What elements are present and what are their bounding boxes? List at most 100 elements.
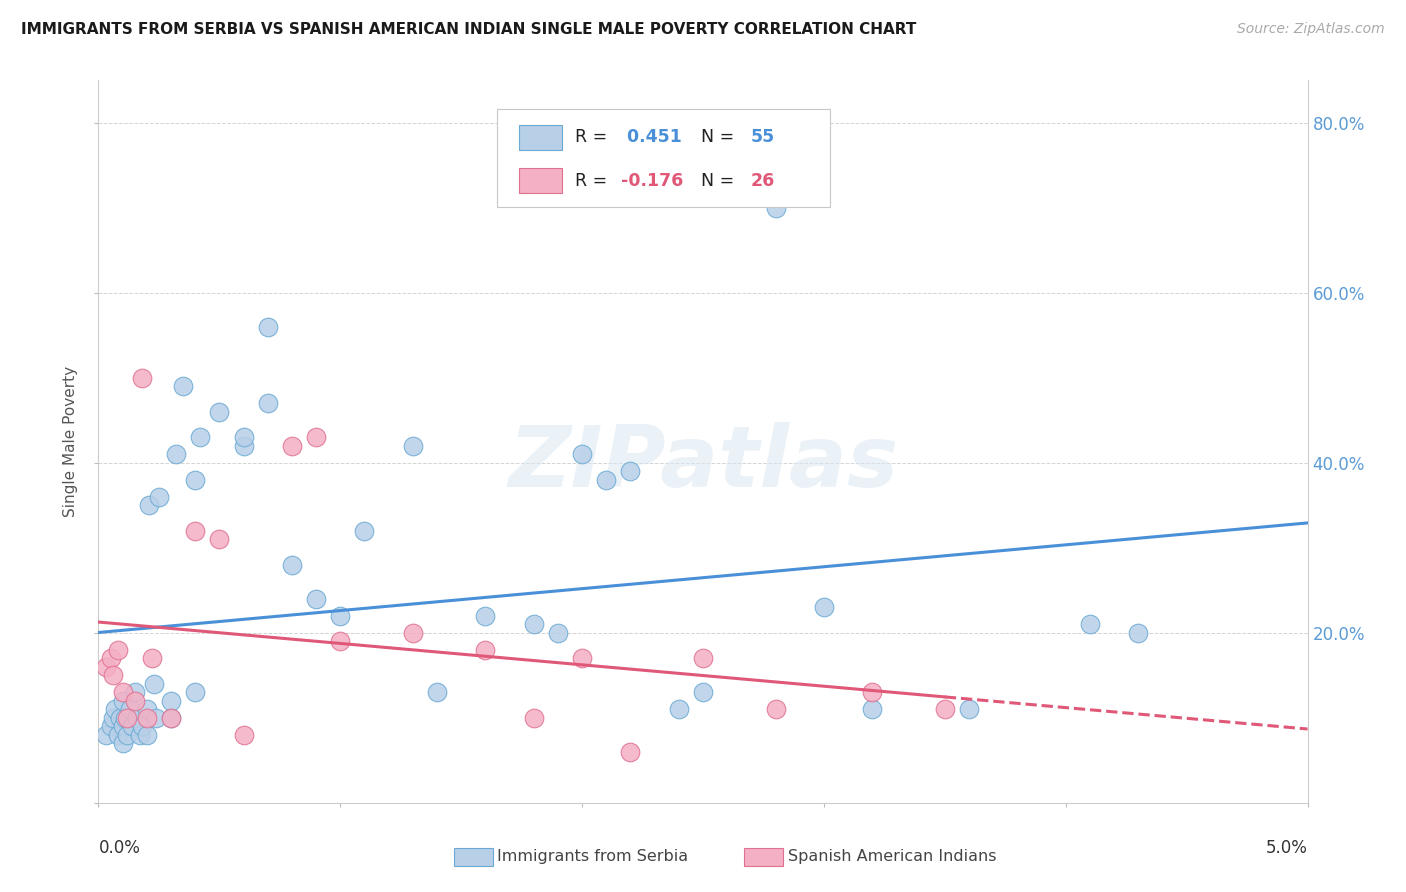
- Point: [1128, 625, 1150, 640]
- Text: 0.0%: 0.0%: [98, 838, 141, 857]
- Point: [474, 608, 496, 623]
- Point: [281, 439, 304, 453]
- Point: [107, 642, 129, 657]
- Point: [138, 498, 160, 512]
- Point: [107, 728, 129, 742]
- Y-axis label: Single Male Poverty: Single Male Poverty: [63, 366, 79, 517]
- Point: [184, 524, 207, 538]
- Point: [256, 396, 278, 410]
- Point: [135, 702, 157, 716]
- Point: [188, 430, 211, 444]
- Point: [474, 642, 496, 657]
- Point: [100, 719, 122, 733]
- Point: [860, 702, 883, 716]
- Point: [118, 702, 141, 716]
- Point: [813, 600, 835, 615]
- Text: ZIPatlas: ZIPatlas: [508, 422, 898, 505]
- Point: [402, 439, 425, 453]
- Point: [232, 728, 254, 742]
- FancyBboxPatch shape: [519, 168, 561, 194]
- Point: [111, 719, 134, 733]
- Point: [232, 439, 254, 453]
- Text: Spanish American Indians: Spanish American Indians: [787, 849, 995, 864]
- Point: [329, 608, 352, 623]
- Point: [934, 702, 956, 716]
- Point: [1078, 617, 1101, 632]
- Point: [595, 473, 617, 487]
- Point: [141, 651, 163, 665]
- Text: IMMIGRANTS FROM SERBIA VS SPANISH AMERICAN INDIAN SINGLE MALE POVERTY CORRELATIO: IMMIGRANTS FROM SERBIA VS SPANISH AMERIC…: [21, 22, 917, 37]
- Point: [426, 685, 449, 699]
- Point: [208, 533, 231, 547]
- Point: [94, 728, 117, 742]
- Point: [329, 634, 352, 648]
- Point: [165, 447, 187, 461]
- FancyBboxPatch shape: [519, 125, 561, 150]
- Point: [124, 694, 146, 708]
- Point: [135, 728, 157, 742]
- Point: [692, 685, 714, 699]
- FancyBboxPatch shape: [744, 848, 783, 865]
- Point: [104, 702, 127, 716]
- Point: [232, 430, 254, 444]
- Point: [571, 651, 593, 665]
- Point: [184, 473, 207, 487]
- Text: Source: ZipAtlas.com: Source: ZipAtlas.com: [1237, 22, 1385, 37]
- Point: [111, 685, 134, 699]
- Text: R =: R =: [575, 128, 613, 146]
- Point: [111, 694, 134, 708]
- Point: [114, 711, 136, 725]
- Point: [121, 719, 143, 733]
- Point: [94, 660, 117, 674]
- Point: [101, 711, 124, 725]
- Point: [143, 677, 166, 691]
- Text: R =: R =: [575, 171, 613, 189]
- Point: [765, 201, 787, 215]
- Point: [160, 711, 183, 725]
- Point: [860, 685, 883, 699]
- Text: 0.451: 0.451: [621, 128, 682, 146]
- Point: [172, 379, 194, 393]
- Point: [571, 447, 593, 461]
- Text: 26: 26: [751, 171, 775, 189]
- Point: [208, 405, 231, 419]
- Point: [547, 625, 569, 640]
- Text: 55: 55: [751, 128, 775, 146]
- Point: [305, 430, 328, 444]
- Point: [692, 651, 714, 665]
- Point: [668, 702, 690, 716]
- Point: [131, 719, 153, 733]
- Point: [111, 736, 134, 750]
- Point: [256, 319, 278, 334]
- FancyBboxPatch shape: [454, 848, 492, 865]
- Point: [117, 728, 139, 742]
- Point: [128, 728, 150, 742]
- Point: [127, 711, 149, 725]
- Point: [523, 617, 546, 632]
- Point: [184, 685, 207, 699]
- Point: [117, 711, 139, 725]
- Point: [148, 490, 170, 504]
- Point: [353, 524, 375, 538]
- Point: [160, 711, 183, 725]
- Point: [619, 745, 641, 759]
- Point: [145, 711, 167, 725]
- Text: 5.0%: 5.0%: [1265, 838, 1308, 857]
- Point: [100, 651, 122, 665]
- Point: [135, 711, 157, 725]
- FancyBboxPatch shape: [498, 109, 830, 207]
- Point: [124, 685, 146, 699]
- Point: [957, 702, 980, 716]
- Point: [402, 625, 425, 640]
- Point: [108, 711, 131, 725]
- Point: [619, 464, 641, 478]
- Text: -0.176: -0.176: [621, 171, 683, 189]
- Point: [281, 558, 304, 572]
- Point: [523, 711, 546, 725]
- Point: [131, 371, 153, 385]
- Text: Immigrants from Serbia: Immigrants from Serbia: [498, 849, 689, 864]
- Point: [101, 668, 124, 682]
- Text: N =: N =: [690, 171, 740, 189]
- Point: [765, 702, 787, 716]
- Point: [305, 591, 328, 606]
